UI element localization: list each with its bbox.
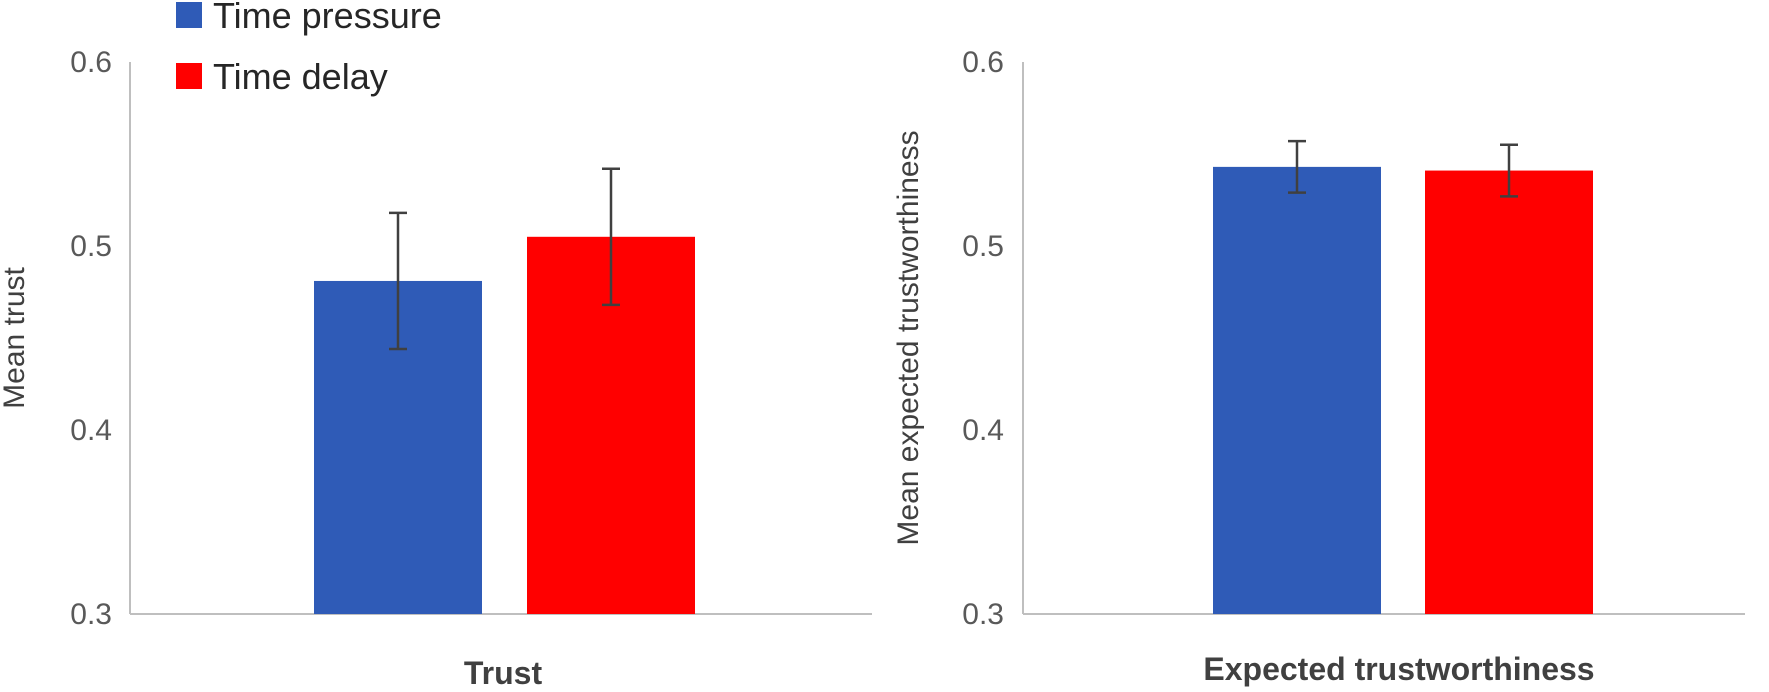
x-category-label: Expected trustworthiness xyxy=(1203,651,1594,687)
y-axis-label: Mean trust xyxy=(0,266,31,408)
y-axis-label: Mean expected trustworthiness xyxy=(892,130,925,545)
legend: Time pressure Time delay xyxy=(176,0,442,97)
y-tick-label: 0.4 xyxy=(962,414,1004,447)
y-tick-label: 0.5 xyxy=(70,230,112,263)
error-bar-time-pressure xyxy=(1288,139,1306,194)
error-bar-time-delay xyxy=(602,167,620,307)
x-category-label: Trust xyxy=(464,655,543,691)
legend-swatch-time-delay xyxy=(176,63,202,89)
y-tick-label: 0.3 xyxy=(70,598,112,631)
bar-time-pressure xyxy=(1213,166,1381,614)
y-tick-label: 0.6 xyxy=(70,46,112,79)
y-tick-label: 0.3 xyxy=(962,598,1004,631)
bar-time-delay xyxy=(1425,170,1593,614)
legend-label-time-pressure: Time pressure xyxy=(213,0,442,36)
error-bar-time-delay xyxy=(1500,143,1518,198)
legend-label-time-delay: Time delay xyxy=(213,56,388,97)
chart-trust: Mean trust Trust 0.3 0.4 0.5 0.6 xyxy=(0,46,872,691)
y-tick-label: 0.6 xyxy=(962,46,1004,79)
legend-swatch-time-pressure xyxy=(176,2,202,28)
y-tick-label: 0.4 xyxy=(70,414,112,447)
y-tick-label: 0.5 xyxy=(962,230,1004,263)
error-bar-time-pressure xyxy=(389,211,407,351)
chart-expected-trustworthiness: Mean expected trustworthiness Expected t… xyxy=(892,46,1745,687)
